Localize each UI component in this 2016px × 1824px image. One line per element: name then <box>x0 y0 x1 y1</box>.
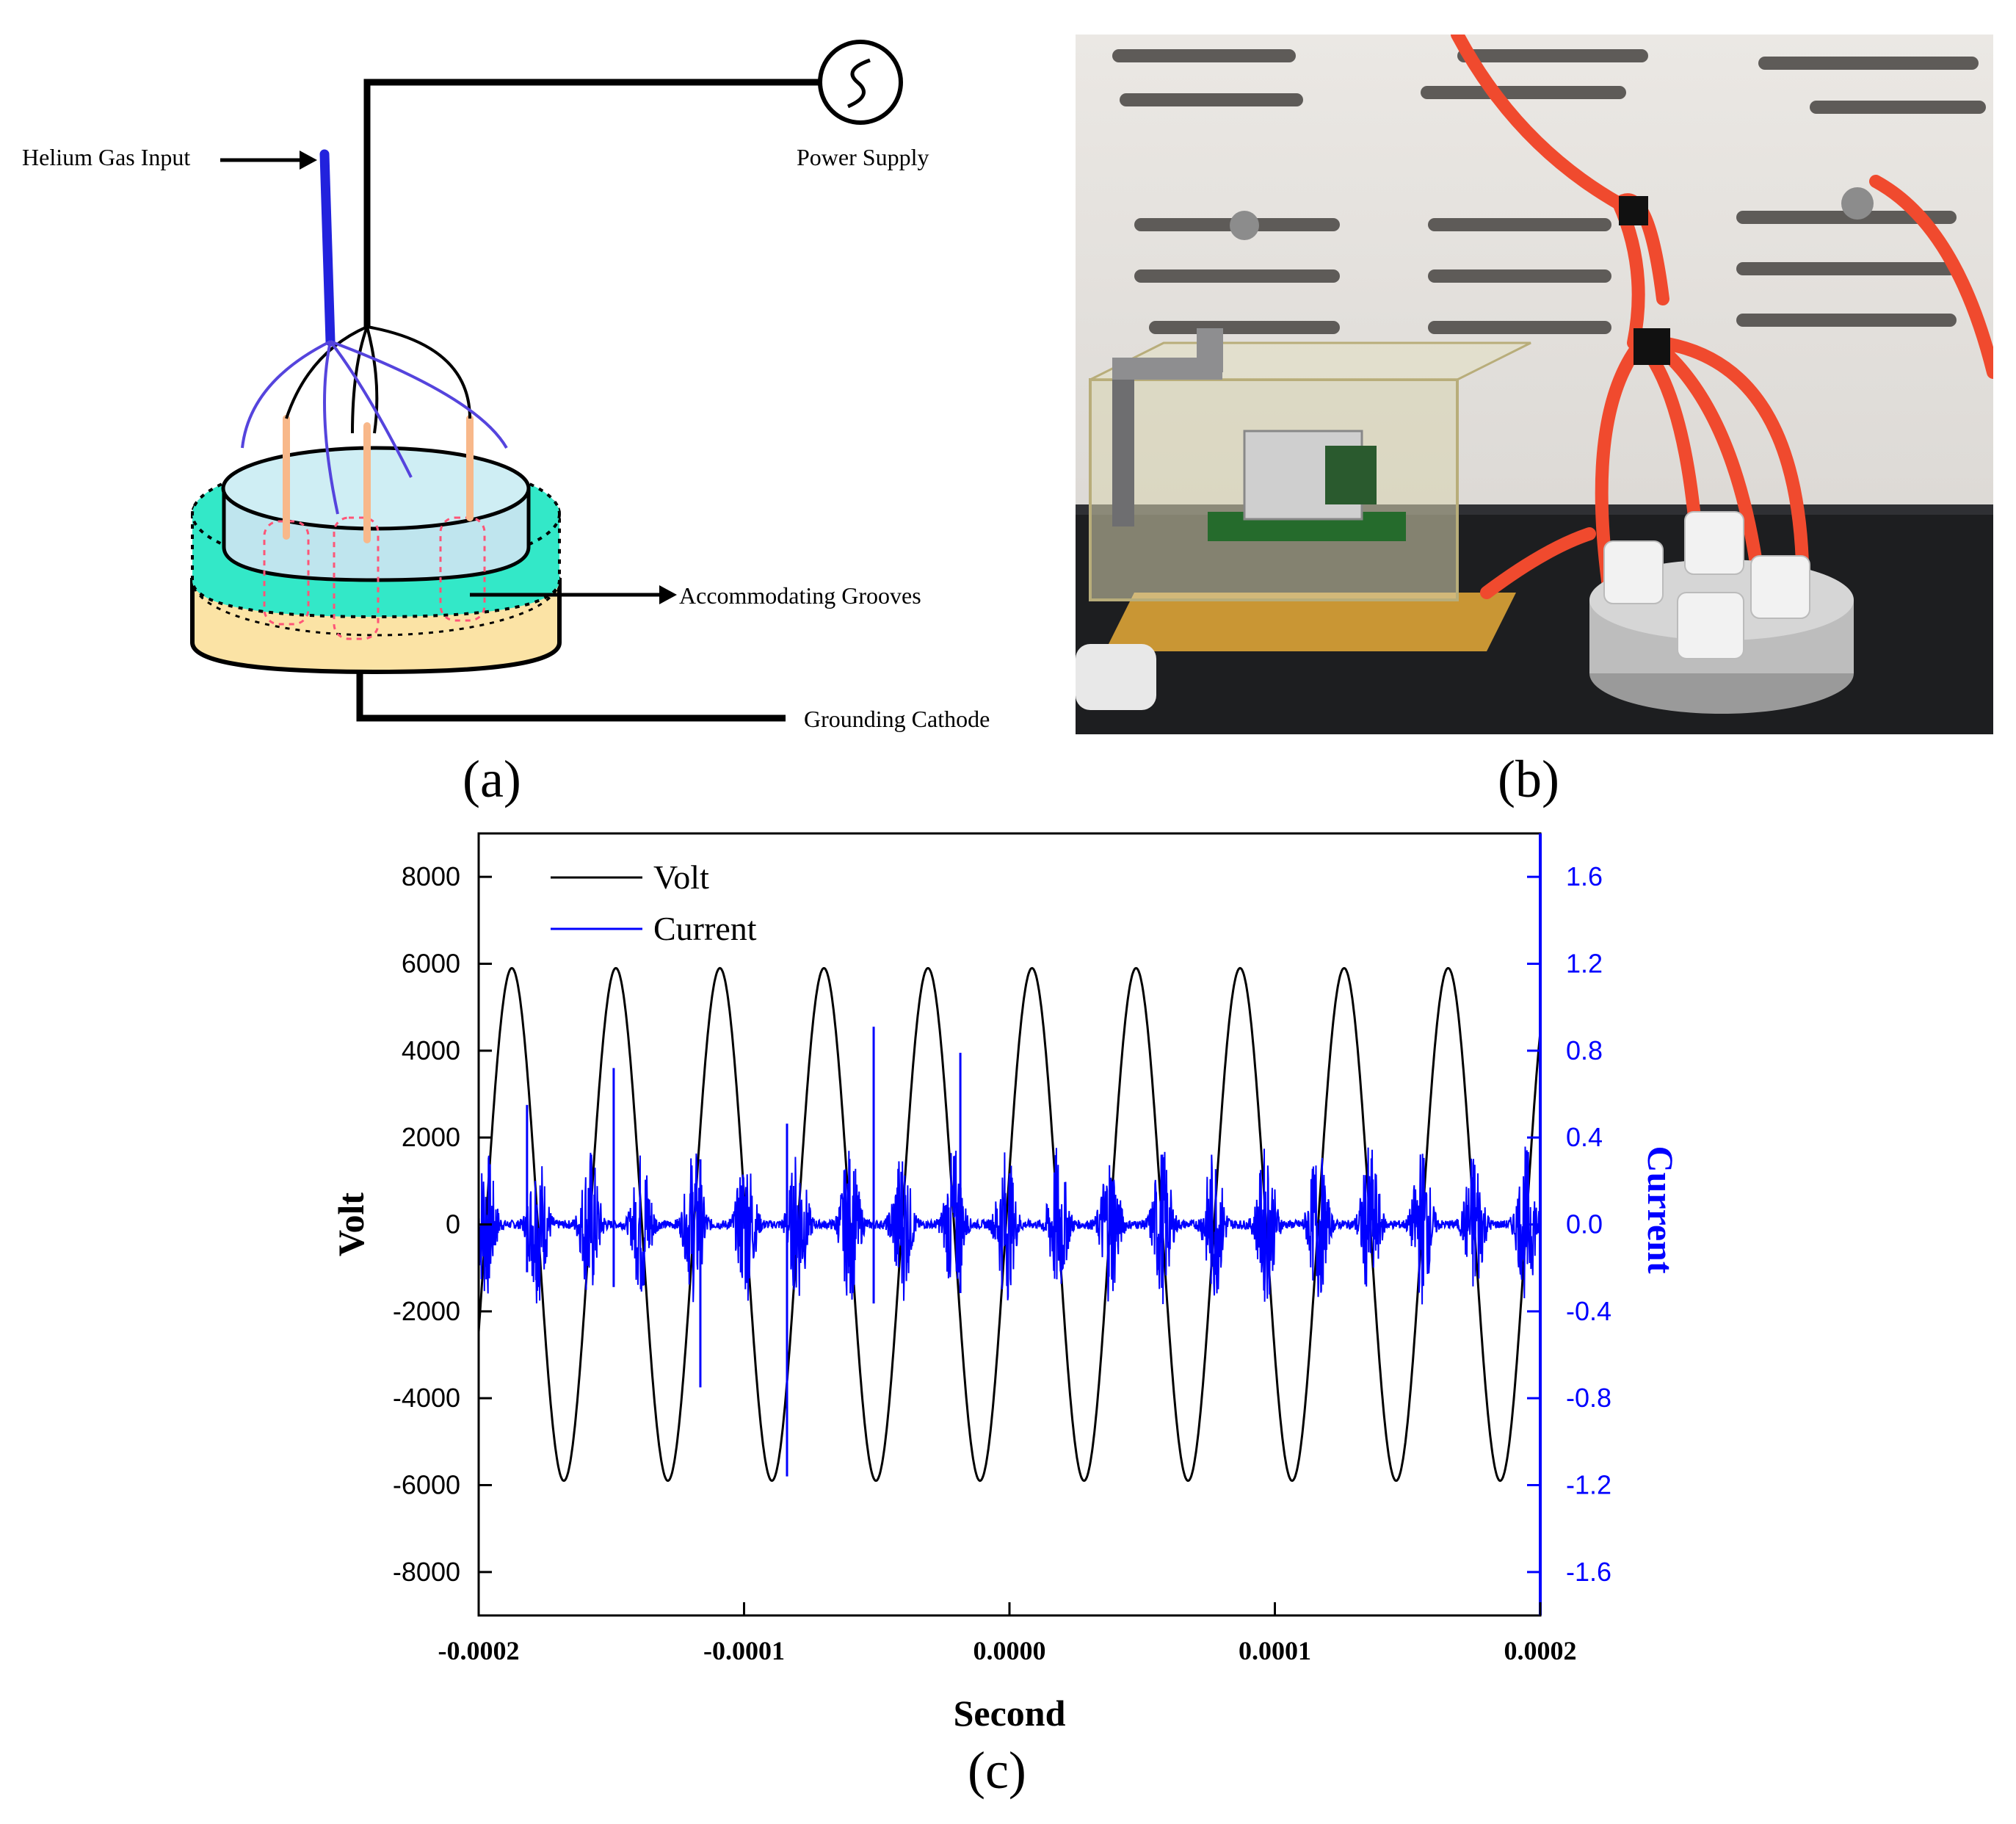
legend-volt-label: Volt <box>653 858 709 896</box>
x-tick-label: -0.0001 <box>703 1636 785 1665</box>
grooves-label: Accommodating Grooves <box>679 582 921 609</box>
reactor-dish <box>190 446 562 675</box>
y-right-tick-label: 1.2 <box>1566 949 1603 979</box>
y-left-tick-label: -6000 <box>393 1470 460 1500</box>
helium-label: Helium Gas Input <box>22 144 190 170</box>
y-left-tick-label: 0 <box>446 1209 460 1239</box>
x-tick-label: 0.0001 <box>1239 1636 1311 1665</box>
wall-slots <box>1112 49 1986 334</box>
y-right-tick-label: 1.6 <box>1566 861 1603 891</box>
voltage-current-chart: 8000 6000 4000 2000 0 -2000 -4000 -6000 -8000 1.6… <box>330 832 1681 1734</box>
arrow-right-icon <box>470 585 677 604</box>
gas-lines <box>241 340 508 515</box>
x-tick-label: 0.0002 <box>1504 1636 1577 1665</box>
cathode-wire <box>356 672 786 722</box>
x-axis-label: Second <box>954 1693 1066 1734</box>
y-right-tick-label: -0.8 <box>1566 1383 1611 1413</box>
apparatus-photo <box>1076 35 1993 734</box>
y-left-axis-label: Volt <box>330 1193 371 1256</box>
arrow-right-icon <box>220 151 317 170</box>
y-right-tick-label: -1.6 <box>1566 1557 1611 1587</box>
y-left-tick-label: -8000 <box>393 1557 460 1587</box>
y-left-tick-label: -4000 <box>393 1383 460 1413</box>
y-left-tick-label: 8000 <box>402 861 460 891</box>
panel-b-label: (b) <box>1498 750 1559 808</box>
panel-a-label: (a) <box>463 750 521 808</box>
cathode-label: Grounding Cathode <box>804 706 990 732</box>
y-left-tick-label: 4000 <box>402 1035 460 1065</box>
electrodes <box>283 415 474 543</box>
x-tick-label: -0.0002 <box>438 1636 520 1665</box>
volt-series-line <box>477 966 1542 1483</box>
power-supply-icon <box>818 40 903 125</box>
legend-current-label: Current <box>653 910 757 947</box>
y-right-tick-label: 0.0 <box>1566 1209 1603 1239</box>
y-left-tick-label: 6000 <box>402 949 460 979</box>
panel-c-label: (c) <box>968 1741 1026 1800</box>
helium-tube <box>319 149 336 347</box>
power-supply-label: Power Supply <box>797 144 929 170</box>
power-wire <box>363 79 822 327</box>
y-right-tick-label: 0.4 <box>1566 1122 1603 1152</box>
current-series-line <box>478 1146 1541 1305</box>
y-left-tick-label: 2000 <box>402 1122 460 1152</box>
y-left-tick-label: -2000 <box>393 1296 460 1326</box>
y-right-tick-label: 0.8 <box>1566 1035 1603 1065</box>
gas-tubes <box>1451 35 1993 614</box>
electrode-leads <box>285 325 471 434</box>
y-right-tick-label: -1.2 <box>1566 1470 1611 1500</box>
y-right-tick-label: -0.4 <box>1566 1296 1611 1326</box>
schematic-diagram: Power Supply Helium Gas Input <box>22 40 990 732</box>
x-tick-label: 0.0000 <box>973 1636 1046 1665</box>
y-right-axis-label: Current <box>1640 1146 1681 1273</box>
